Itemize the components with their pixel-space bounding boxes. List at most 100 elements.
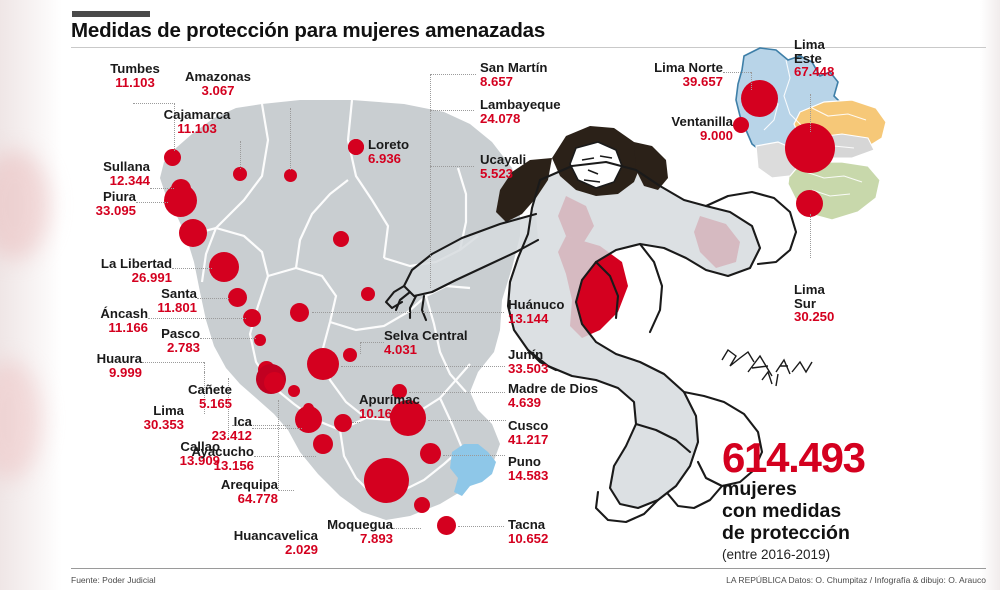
label-callao: Callao 13.909 — [120, 440, 220, 467]
leader-moquegua — [393, 528, 421, 529]
leader-tumbes — [133, 103, 175, 104]
bubble-apurimac[interactable] — [334, 414, 352, 432]
label-name: Sullana — [103, 159, 150, 174]
label-value: 13.156 — [213, 457, 254, 473]
label-value: 12.344 — [109, 172, 150, 188]
leader-santa — [197, 298, 229, 299]
bubble-lima-norte[interactable] — [741, 80, 778, 117]
label-name-line1: Lima — [794, 37, 825, 52]
bubble-ucayali[interactable] — [361, 287, 375, 301]
leader-pasco — [200, 338, 256, 339]
label-selva-central: Selva Central 4.031 — [384, 329, 468, 356]
leader-ucayali-v — [430, 166, 431, 288]
bubble-madre-de-dios[interactable] — [392, 384, 407, 399]
lake-titicaca — [450, 444, 496, 496]
bubble-ventanilla[interactable] — [733, 117, 749, 133]
label-lima-norte: Lima Norte 39.657 — [606, 61, 723, 88]
bubble-moquegua[interactable] — [414, 497, 430, 513]
leader-ayacucho — [254, 456, 316, 457]
label-value: 30.353 — [143, 416, 184, 432]
label-name: Loreto — [368, 137, 410, 152]
bubble-tacna[interactable] — [437, 516, 456, 535]
leader-callao-v — [228, 378, 229, 438]
bubble-huanuco[interactable] — [290, 303, 309, 322]
leader-cusco — [428, 420, 506, 421]
leader-piura — [136, 202, 168, 203]
leader-apurimac — [352, 422, 360, 423]
label-value: 4.031 — [384, 341, 418, 357]
bubble-loreto-marker — [348, 139, 364, 155]
bubble-junin[interactable] — [307, 348, 339, 380]
bubble-amazonas[interactable] — [284, 169, 297, 182]
label-value: 5.165 — [198, 395, 232, 411]
label-name: Amazonas — [185, 69, 251, 84]
leader-ucayali — [430, 166, 474, 167]
leader-lima-v — [204, 372, 205, 414]
bubble-santa[interactable] — [228, 288, 247, 307]
bubble-arequipa[interactable] — [364, 458, 409, 503]
label-name: Huaura — [96, 351, 142, 366]
label-cajamarca: Cajamarca 11.103 — [149, 108, 245, 135]
bubble-la-libertad[interactable] — [209, 252, 239, 282]
label-la-libertad: La Libertad 26.991 — [60, 257, 172, 284]
credit-note: LA REPÚBLICA Datos: O. Chumpitaz / Infog… — [726, 575, 986, 585]
label-value: 2.783 — [166, 339, 200, 355]
leader-lambayeque — [430, 110, 474, 111]
bubble-callao[interactable] — [264, 372, 285, 393]
label-value: 67.448 — [794, 64, 835, 80]
label-canete: Cañete 5.165 — [150, 383, 232, 410]
label-ventanilla: Ventanilla 9.000 — [616, 115, 733, 142]
label-huanuco: Huánuco 13.144 — [508, 298, 564, 325]
leader-madrededios — [409, 392, 505, 393]
label-huaura: Huaura 9.999 — [60, 352, 142, 379]
leader-limaeste-v — [810, 94, 811, 132]
label-junin: Junín 33.503 — [508, 348, 548, 375]
bubble-lambayeque[interactable] — [179, 219, 207, 247]
leader-limasur-v — [810, 214, 811, 258]
bubble-tumbes[interactable] — [164, 149, 181, 166]
label-value: 14.583 — [508, 467, 549, 483]
label-ica: Ica 23.412 — [176, 415, 252, 442]
label-lima-sur: Lima Sur 30.250 — [794, 283, 834, 324]
bubble-puno[interactable] — [420, 443, 441, 464]
bubble-ancash[interactable] — [243, 309, 261, 327]
bubble-selva-central[interactable] — [343, 348, 357, 362]
leader-sullana — [150, 188, 174, 189]
header-rule — [71, 47, 986, 48]
label-name: Cusco — [508, 418, 549, 433]
bubble-piura[interactable] — [164, 184, 197, 217]
label-value: 8.657 — [480, 73, 514, 89]
leader-sanmartin — [430, 74, 476, 75]
label-value: 41.217 — [508, 431, 549, 447]
leader-limanorte-v — [751, 72, 752, 90]
label-value: 2.029 — [284, 541, 318, 557]
label-name: Tumbes — [110, 61, 160, 76]
label-ucayali: Ucayali 5.523 — [480, 153, 526, 180]
leader-ica — [252, 428, 302, 429]
bubble-canete[interactable] — [288, 385, 300, 397]
label-value: 10.167 — [359, 405, 400, 421]
bubble-huancavelica[interactable] — [303, 403, 314, 414]
label-name: Áncash — [100, 306, 148, 321]
label-name: La Libertad — [100, 256, 172, 271]
label-value: 6.936 — [368, 150, 402, 166]
bubble-lima-sur[interactable] — [796, 190, 823, 217]
label-sullana: Sullana 12.344 — [60, 160, 150, 187]
bubble-san-martin[interactable] — [333, 231, 349, 247]
label-name: Pasco — [161, 326, 200, 341]
bubble-cajamarca[interactable] — [233, 167, 247, 181]
leader-selvacentral-v — [360, 342, 361, 354]
page-title: Medidas de protección para mujeres amena… — [71, 19, 546, 42]
bubble-pasco[interactable] — [254, 334, 266, 346]
label-name-line2: Sur — [794, 295, 816, 311]
total-line-2: con medidas — [722, 499, 842, 522]
page-edge-right — [980, 0, 1000, 590]
bubble-ayacucho[interactable] — [313, 434, 333, 454]
label-name: Cajamarca — [163, 107, 231, 122]
label-ayacucho: Ayacucho 13.156 — [160, 445, 254, 472]
bubble-cusco[interactable] — [390, 400, 426, 436]
label-value: 7.893 — [359, 530, 393, 546]
total-line-3: de protección — [722, 521, 850, 544]
label-name: Lima — [153, 403, 184, 418]
label-name: Ica — [233, 414, 252, 429]
